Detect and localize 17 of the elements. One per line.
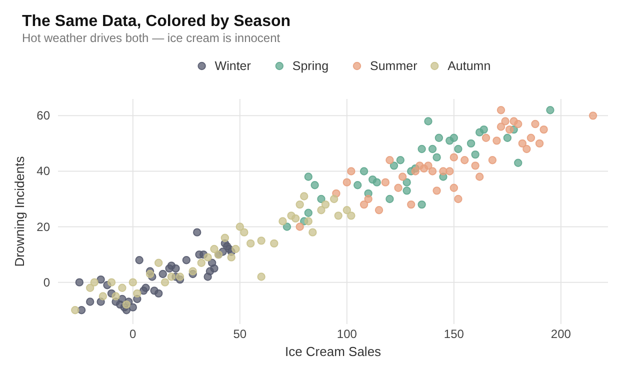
- legend-label: Autumn: [448, 59, 491, 73]
- x-tick-label: 100: [336, 327, 358, 341]
- y-tick-label: 0: [43, 275, 50, 290]
- x-tick-label: 150: [444, 327, 464, 341]
- y-tick-label: 40: [36, 164, 50, 178]
- chart-title: The Same Data, Colored by Season: [22, 13, 291, 30]
- y-tick-label: 60: [36, 108, 50, 123]
- y-tick-label: 20: [36, 220, 50, 234]
- legend-label: Winter: [214, 59, 251, 73]
- x-tick-label: 0: [130, 327, 137, 341]
- legend-label: Summer: [370, 59, 418, 73]
- x-axis-title: Ice Cream Sales: [284, 344, 382, 359]
- y-axis-title: Drowning Incidents: [12, 156, 27, 267]
- chart-subtitle: Hot weather drives both — ice cream is innocent: [22, 31, 281, 45]
- x-tick-label: 50: [233, 327, 247, 341]
- legend-label: Spring: [292, 59, 329, 73]
- x-tick-label: 200: [550, 327, 572, 341]
